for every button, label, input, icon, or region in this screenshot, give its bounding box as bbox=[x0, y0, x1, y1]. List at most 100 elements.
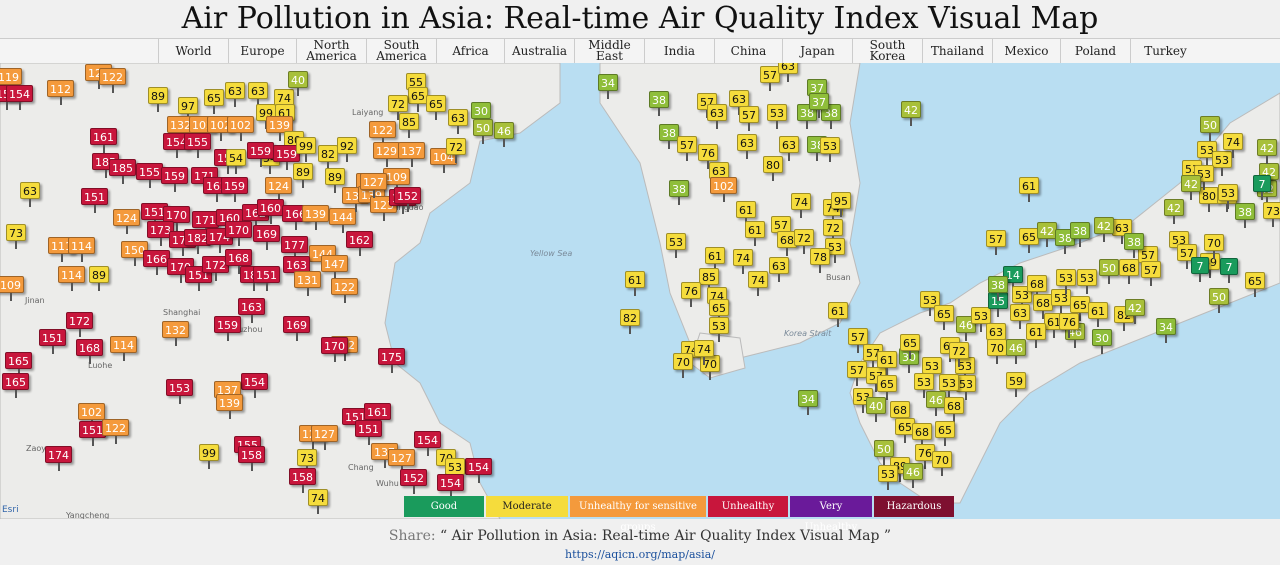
aqi-station-marker[interactable]: 46 bbox=[956, 316, 976, 341]
aqi-station-marker[interactable]: 124 bbox=[113, 209, 140, 234]
aqi-station-marker[interactable]: 122 bbox=[369, 121, 396, 146]
aqi-station-marker[interactable]: 151 bbox=[39, 329, 66, 354]
aqi-station-marker[interactable]: 61 bbox=[705, 247, 725, 272]
aqi-station-marker[interactable]: 168 bbox=[76, 339, 103, 364]
aqi-station-marker[interactable]: 162 bbox=[346, 231, 373, 256]
aqi-station-marker[interactable]: 68 bbox=[912, 423, 932, 448]
nav-middle-east[interactable]: Middle East bbox=[574, 39, 644, 63]
aqi-station-marker[interactable]: 158 bbox=[289, 468, 316, 493]
aqi-station-marker[interactable]: 166 bbox=[143, 250, 170, 275]
aqi-station-marker[interactable]: 172 bbox=[66, 312, 93, 337]
aqi-station-marker[interactable]: 38 bbox=[669, 180, 689, 205]
aqi-station-marker[interactable]: 129 bbox=[373, 142, 400, 167]
aqi-station-marker[interactable]: 112 bbox=[47, 80, 74, 105]
aqi-station-marker[interactable]: 63 bbox=[986, 323, 1006, 348]
aqi-station-marker[interactable]: 65 bbox=[895, 418, 915, 443]
aqi-station-marker[interactable]: 65 bbox=[1070, 296, 1090, 321]
aqi-station-marker[interactable]: 154 bbox=[241, 373, 268, 398]
aqi-station-marker[interactable]: 171 bbox=[192, 211, 219, 236]
aqi-station-marker[interactable]: 163 bbox=[238, 298, 265, 323]
aqi-station-marker[interactable]: 89 bbox=[148, 87, 168, 112]
aqi-station-marker[interactable]: 65 bbox=[408, 87, 428, 112]
aqi-station-marker[interactable]: 159 bbox=[214, 316, 241, 341]
aqi-station-marker[interactable]: 63 bbox=[448, 109, 468, 134]
aqi-station-marker[interactable]: 65 bbox=[204, 89, 224, 114]
aqi-station-marker[interactable]: 65 bbox=[935, 421, 955, 446]
aqi-station-marker[interactable]: 163 bbox=[283, 256, 310, 281]
aqi-station-marker[interactable]: 53 bbox=[956, 375, 976, 400]
aqi-station-marker[interactable]: 170 bbox=[321, 337, 348, 362]
aqi-station-marker[interactable]: 42 bbox=[1164, 199, 1184, 224]
aqi-station-marker[interactable]: 102 bbox=[710, 177, 737, 202]
aqi-station-marker[interactable]: 127 bbox=[311, 425, 338, 450]
aqi-station-marker[interactable]: 82 bbox=[318, 145, 338, 170]
aqi-station-marker[interactable]: 74 bbox=[733, 249, 753, 274]
aqi-station-marker[interactable]: 70 bbox=[673, 353, 693, 378]
aqi-station-marker[interactable]: 50 bbox=[1209, 288, 1229, 313]
aqi-station-marker[interactable]: 42 bbox=[1257, 139, 1277, 164]
aqi-station-marker[interactable]: 114 bbox=[58, 266, 85, 291]
aqi-station-marker[interactable]: 57 bbox=[848, 328, 868, 353]
aqi-station-marker[interactable]: 53 bbox=[1077, 269, 1097, 294]
aqi-station-marker[interactable]: 63 bbox=[737, 134, 757, 159]
aqi-station-marker[interactable]: 137 bbox=[398, 142, 425, 167]
nav-turkey[interactable]: Turkey bbox=[1130, 39, 1200, 63]
aqi-station-marker[interactable]: 70 bbox=[1204, 234, 1224, 259]
aqi-station-marker[interactable]: 182 bbox=[184, 229, 211, 254]
aqi-station-marker[interactable]: 68 bbox=[1027, 275, 1047, 300]
aqi-station-marker[interactable]: 53 bbox=[939, 374, 959, 399]
aqi-station-marker[interactable]: 165 bbox=[2, 373, 29, 398]
aqi-station-marker[interactable]: 63 bbox=[225, 82, 245, 107]
aqi-station-marker[interactable]: 65 bbox=[1019, 228, 1039, 253]
aqi-station-marker[interactable]: 53 bbox=[1212, 151, 1232, 176]
aqi-station-marker[interactable]: 85 bbox=[699, 268, 719, 293]
aqi-station-marker[interactable]: 53 bbox=[767, 104, 787, 129]
aqi-station-marker[interactable]: 63 bbox=[709, 162, 729, 187]
aqi-station-marker[interactable]: 161 bbox=[90, 128, 117, 153]
aqi-station-marker[interactable]: 34 bbox=[798, 390, 818, 415]
aqi-station-marker[interactable]: 152 bbox=[394, 187, 421, 212]
aqi-station-marker[interactable]: 7 bbox=[1253, 175, 1271, 200]
aqi-station-marker[interactable]: 89 bbox=[293, 163, 313, 188]
aqi-station-marker[interactable]: 70 bbox=[932, 451, 952, 476]
aqi-station-marker[interactable]: 46 bbox=[926, 391, 946, 416]
aqi-station-marker[interactable]: 65 bbox=[900, 334, 920, 359]
aqi-station-marker[interactable]: 74 bbox=[748, 271, 768, 296]
aqi-station-marker[interactable]: 168 bbox=[225, 249, 252, 274]
aqi-station-marker[interactable]: 73 bbox=[1263, 202, 1280, 227]
aqi-station-marker[interactable]: 154 bbox=[6, 85, 33, 110]
nav-poland[interactable]: Poland bbox=[1060, 39, 1130, 63]
aqi-station-marker[interactable]: 63 bbox=[779, 136, 799, 161]
aqi-station-marker[interactable]: 73 bbox=[297, 449, 317, 474]
aqi-station-marker[interactable]: 63 bbox=[1010, 304, 1030, 329]
aqi-station-marker[interactable]: 155 bbox=[184, 133, 211, 158]
aqi-station-marker[interactable]: 127 bbox=[388, 449, 415, 474]
aqi-station-marker[interactable]: 76 bbox=[1059, 313, 1079, 338]
aqi-station-marker[interactable]: 74 bbox=[308, 489, 328, 514]
aqi-station-marker[interactable]: 65 bbox=[709, 299, 729, 324]
aqi-station-marker[interactable]: 37 bbox=[809, 93, 829, 118]
aqi-station-marker[interactable]: 72 bbox=[949, 342, 969, 367]
aqi-station-marker[interactable]: 57 bbox=[986, 230, 1006, 255]
aqi-station-marker[interactable]: 159 bbox=[161, 167, 188, 192]
aqi-station-marker[interactable]: 173 bbox=[147, 221, 174, 246]
aqi-station-marker[interactable]: 158 bbox=[238, 446, 265, 471]
aqi-station-marker[interactable]: 63 bbox=[20, 182, 40, 207]
aqi-station-marker[interactable]: 65 bbox=[1245, 272, 1265, 297]
aqi-station-marker[interactable]: 92 bbox=[337, 137, 357, 162]
aqi-station-marker[interactable]: 46 bbox=[1006, 339, 1026, 364]
aqi-station-marker[interactable]: 63 bbox=[1112, 219, 1132, 244]
aqi-station-marker[interactable]: 61 bbox=[625, 271, 645, 296]
aqi-station-marker[interactable]: 63 bbox=[778, 63, 798, 82]
aqi-station-marker[interactable]: 99 bbox=[296, 137, 316, 162]
aqi-station-marker[interactable]: 78 bbox=[810, 248, 830, 273]
aqi-station-marker[interactable]: 68 bbox=[1033, 294, 1053, 319]
aqi-station-marker[interactable]: 73 bbox=[6, 224, 26, 249]
nav-thailand[interactable]: Thailand bbox=[922, 39, 992, 63]
aqi-station-marker[interactable]: 97 bbox=[178, 97, 198, 122]
aqi-station-marker[interactable]: 72 bbox=[823, 219, 843, 244]
aqi-station-marker[interactable]: 154 bbox=[163, 133, 190, 158]
aqi-station-marker[interactable]: 61 bbox=[1088, 302, 1108, 327]
aqi-station-marker[interactable]: 38 bbox=[797, 104, 817, 129]
aqi-station-marker[interactable]: 61 bbox=[1019, 177, 1039, 202]
